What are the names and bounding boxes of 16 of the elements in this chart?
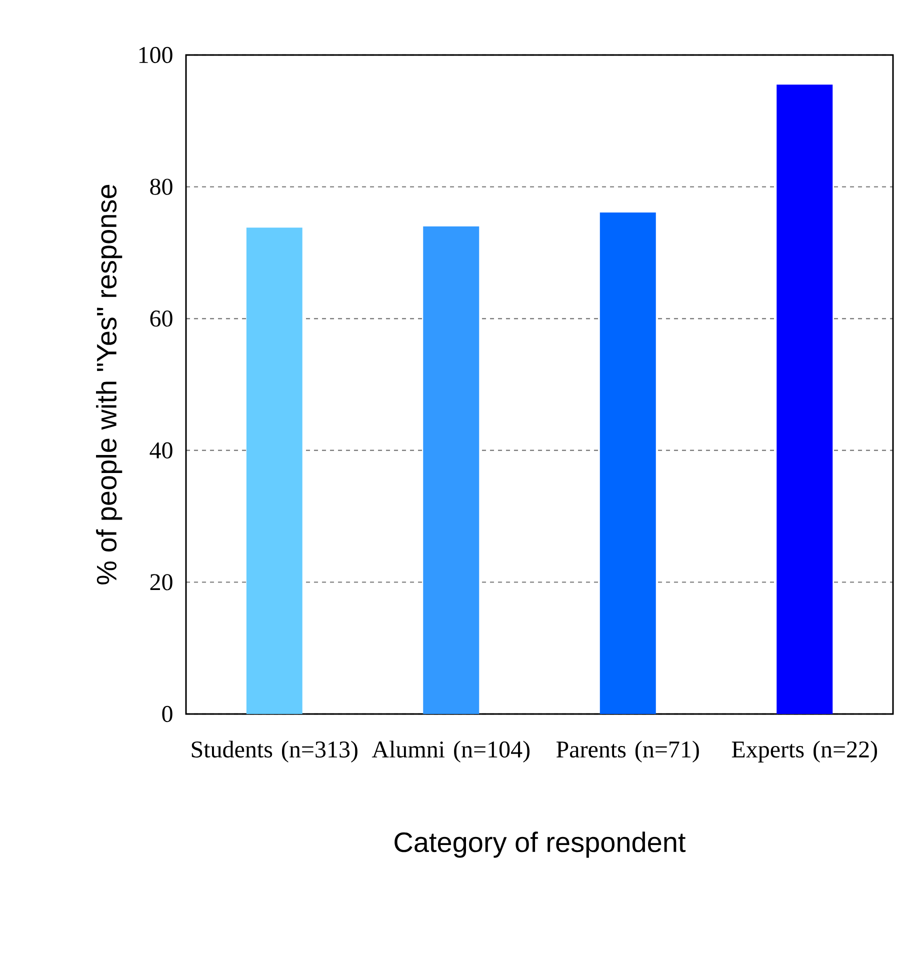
y-tick-label: 60 xyxy=(150,310,172,327)
x-axis-title: Category of respondent xyxy=(394,832,686,858)
bar xyxy=(776,84,833,714)
y-tick-label: 40 xyxy=(150,442,172,458)
bar xyxy=(423,226,480,714)
bar xyxy=(246,228,302,714)
y-tick-label: 80 xyxy=(150,178,172,195)
y-tick-label: 0 xyxy=(162,706,172,722)
x-tick-label: Parents (n=71) xyxy=(556,740,699,762)
x-tick-label: Experts (n=22) xyxy=(732,740,877,762)
y-tick-label: 100 xyxy=(139,46,172,64)
x-tick-label: Alumni (n=104) xyxy=(372,740,530,762)
y-axis-title: % of people with "Yes" response xyxy=(96,184,122,584)
x-tick-label: Students (n=313) xyxy=(192,740,358,762)
bar xyxy=(600,212,656,714)
y-tick-label: 20 xyxy=(150,574,172,590)
